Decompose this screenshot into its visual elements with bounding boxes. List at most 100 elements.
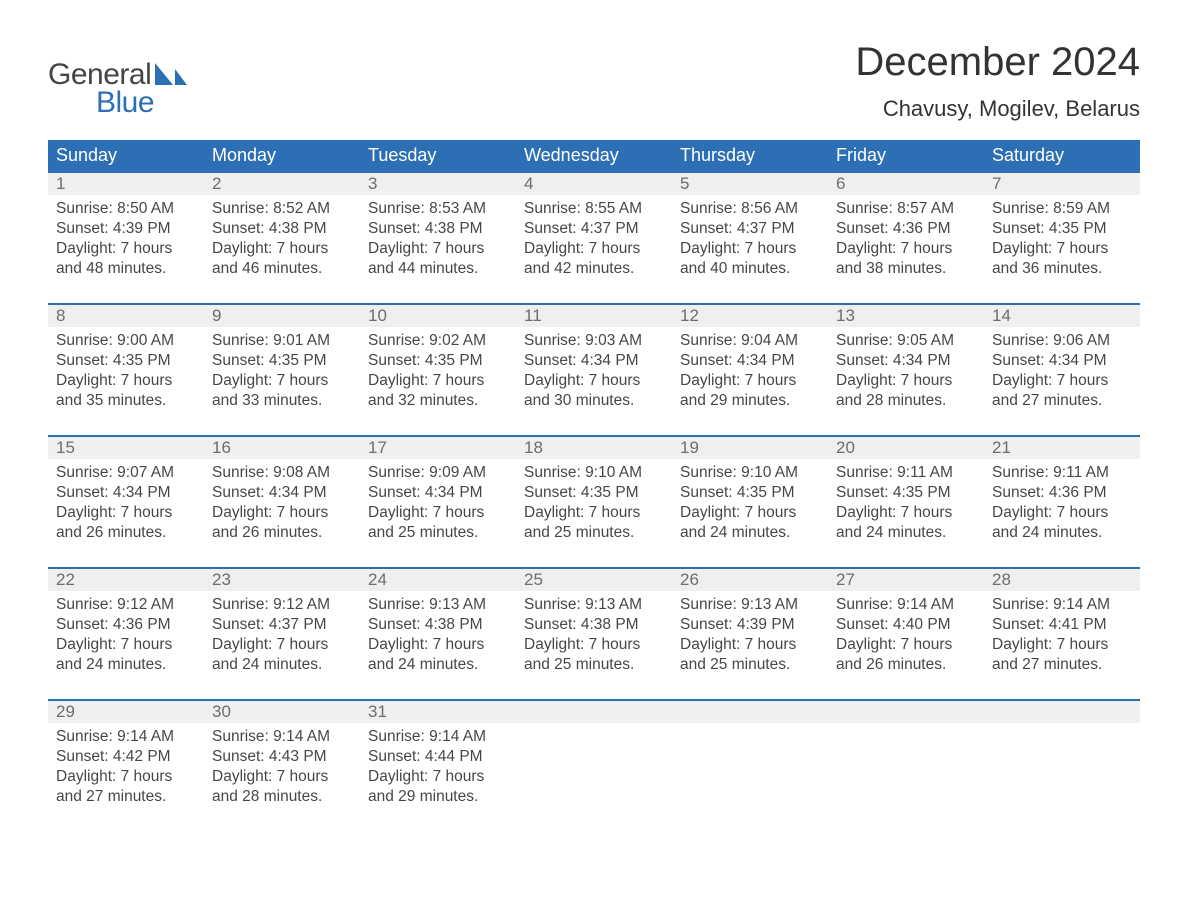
day-cell: 31Sunrise: 9:14 AMSunset: 4:44 PMDayligh… bbox=[360, 701, 516, 817]
daylight-text-2: and 48 minutes. bbox=[56, 259, 198, 279]
day-cell: 18Sunrise: 9:10 AMSunset: 4:35 PMDayligh… bbox=[516, 437, 672, 553]
day-cell: 24Sunrise: 9:13 AMSunset: 4:38 PMDayligh… bbox=[360, 569, 516, 685]
day-body: Sunrise: 9:08 AMSunset: 4:34 PMDaylight:… bbox=[204, 459, 360, 546]
sunset-text: Sunset: 4:34 PM bbox=[368, 483, 510, 503]
daylight-text-2: and 35 minutes. bbox=[56, 391, 198, 411]
daylight-text-2: and 46 minutes. bbox=[212, 259, 354, 279]
day-number: 10 bbox=[360, 305, 516, 327]
daylight-text-1: Daylight: 7 hours bbox=[56, 371, 198, 391]
day-body: Sunrise: 9:07 AMSunset: 4:34 PMDaylight:… bbox=[48, 459, 204, 546]
sunset-text: Sunset: 4:44 PM bbox=[368, 747, 510, 767]
daylight-text-2: and 24 minutes. bbox=[680, 523, 822, 543]
dow-cell: Saturday bbox=[984, 140, 1140, 171]
day-number: 26 bbox=[672, 569, 828, 591]
sunset-text: Sunset: 4:37 PM bbox=[212, 615, 354, 635]
logo-blue-text: Blue bbox=[96, 86, 187, 120]
day-body: Sunrise: 9:02 AMSunset: 4:35 PMDaylight:… bbox=[360, 327, 516, 414]
daylight-text-1: Daylight: 7 hours bbox=[992, 371, 1134, 391]
daylight-text-2: and 27 minutes. bbox=[56, 787, 198, 807]
day-body: Sunrise: 9:00 AMSunset: 4:35 PMDaylight:… bbox=[48, 327, 204, 414]
daylight-text-2: and 33 minutes. bbox=[212, 391, 354, 411]
day-cell: 14Sunrise: 9:06 AMSunset: 4:34 PMDayligh… bbox=[984, 305, 1140, 421]
day-body: Sunrise: 9:14 AMSunset: 4:43 PMDaylight:… bbox=[204, 723, 360, 810]
day-number: 19 bbox=[672, 437, 828, 459]
sunset-text: Sunset: 4:34 PM bbox=[680, 351, 822, 371]
sunset-text: Sunset: 4:39 PM bbox=[680, 615, 822, 635]
daylight-text-2: and 44 minutes. bbox=[368, 259, 510, 279]
day-cell: 20Sunrise: 9:11 AMSunset: 4:35 PMDayligh… bbox=[828, 437, 984, 553]
day-cell: 19Sunrise: 9:10 AMSunset: 4:35 PMDayligh… bbox=[672, 437, 828, 553]
sunrise-text: Sunrise: 9:13 AM bbox=[680, 595, 822, 615]
day-number: 3 bbox=[360, 173, 516, 195]
sunset-text: Sunset: 4:34 PM bbox=[524, 351, 666, 371]
day-number: 13 bbox=[828, 305, 984, 327]
daylight-text-1: Daylight: 7 hours bbox=[524, 371, 666, 391]
day-cell: 26Sunrise: 9:13 AMSunset: 4:39 PMDayligh… bbox=[672, 569, 828, 685]
day-body: Sunrise: 8:57 AMSunset: 4:36 PMDaylight:… bbox=[828, 195, 984, 282]
dow-cell: Wednesday bbox=[516, 140, 672, 171]
daylight-text-1: Daylight: 7 hours bbox=[680, 503, 822, 523]
day-number: 29 bbox=[48, 701, 204, 723]
day-body: Sunrise: 9:14 AMSunset: 4:41 PMDaylight:… bbox=[984, 591, 1140, 678]
day-body: Sunrise: 9:14 AMSunset: 4:42 PMDaylight:… bbox=[48, 723, 204, 810]
dow-cell: Thursday bbox=[672, 140, 828, 171]
day-number: 14 bbox=[984, 305, 1140, 327]
day-number: 22 bbox=[48, 569, 204, 591]
daylight-text-1: Daylight: 7 hours bbox=[212, 239, 354, 259]
daylight-text-2: and 25 minutes. bbox=[680, 655, 822, 675]
day-cell bbox=[984, 701, 1140, 817]
sunset-text: Sunset: 4:35 PM bbox=[524, 483, 666, 503]
daylight-text-1: Daylight: 7 hours bbox=[368, 371, 510, 391]
day-cell: 1Sunrise: 8:50 AMSunset: 4:39 PMDaylight… bbox=[48, 173, 204, 289]
daylight-text-2: and 28 minutes. bbox=[212, 787, 354, 807]
daylight-text-2: and 25 minutes. bbox=[524, 523, 666, 543]
day-cell: 4Sunrise: 8:55 AMSunset: 4:37 PMDaylight… bbox=[516, 173, 672, 289]
day-cell: 13Sunrise: 9:05 AMSunset: 4:34 PMDayligh… bbox=[828, 305, 984, 421]
daylight-text-2: and 26 minutes. bbox=[212, 523, 354, 543]
day-cell: 11Sunrise: 9:03 AMSunset: 4:34 PMDayligh… bbox=[516, 305, 672, 421]
day-number: 21 bbox=[984, 437, 1140, 459]
calendar: SundayMondayTuesdayWednesdayThursdayFrid… bbox=[48, 140, 1140, 817]
sunrise-text: Sunrise: 9:06 AM bbox=[992, 331, 1134, 351]
header: General Blue December 2024 Chavusy, Mogi… bbox=[48, 40, 1140, 122]
sunset-text: Sunset: 4:38 PM bbox=[368, 615, 510, 635]
week-row: 1Sunrise: 8:50 AMSunset: 4:39 PMDaylight… bbox=[48, 171, 1140, 289]
sunrise-text: Sunrise: 9:09 AM bbox=[368, 463, 510, 483]
location-text: Chavusy, Mogilev, Belarus bbox=[855, 96, 1140, 122]
day-cell: 23Sunrise: 9:12 AMSunset: 4:37 PMDayligh… bbox=[204, 569, 360, 685]
day-number: 7 bbox=[984, 173, 1140, 195]
day-number: 4 bbox=[516, 173, 672, 195]
daylight-text-1: Daylight: 7 hours bbox=[524, 503, 666, 523]
day-number: 18 bbox=[516, 437, 672, 459]
sunrise-text: Sunrise: 9:00 AM bbox=[56, 331, 198, 351]
day-cell: 8Sunrise: 9:00 AMSunset: 4:35 PMDaylight… bbox=[48, 305, 204, 421]
day-body: Sunrise: 9:14 AMSunset: 4:40 PMDaylight:… bbox=[828, 591, 984, 678]
day-cell: 12Sunrise: 9:04 AMSunset: 4:34 PMDayligh… bbox=[672, 305, 828, 421]
day-body: Sunrise: 9:04 AMSunset: 4:34 PMDaylight:… bbox=[672, 327, 828, 414]
daylight-text-1: Daylight: 7 hours bbox=[56, 767, 198, 787]
daylight-text-2: and 42 minutes. bbox=[524, 259, 666, 279]
day-body: Sunrise: 8:59 AMSunset: 4:35 PMDaylight:… bbox=[984, 195, 1140, 282]
sunset-text: Sunset: 4:35 PM bbox=[680, 483, 822, 503]
daylight-text-2: and 24 minutes. bbox=[836, 523, 978, 543]
day-number: 23 bbox=[204, 569, 360, 591]
week-row: 8Sunrise: 9:00 AMSunset: 4:35 PMDaylight… bbox=[48, 303, 1140, 421]
daylight-text-1: Daylight: 7 hours bbox=[992, 635, 1134, 655]
day-number: 27 bbox=[828, 569, 984, 591]
sunrise-text: Sunrise: 8:55 AM bbox=[524, 199, 666, 219]
day-number bbox=[828, 701, 984, 723]
sunrise-text: Sunrise: 8:52 AM bbox=[212, 199, 354, 219]
day-body: Sunrise: 9:11 AMSunset: 4:36 PMDaylight:… bbox=[984, 459, 1140, 546]
sunrise-text: Sunrise: 9:03 AM bbox=[524, 331, 666, 351]
daylight-text-2: and 24 minutes. bbox=[56, 655, 198, 675]
dow-cell: Sunday bbox=[48, 140, 204, 171]
daylight-text-1: Daylight: 7 hours bbox=[212, 503, 354, 523]
day-body: Sunrise: 9:12 AMSunset: 4:37 PMDaylight:… bbox=[204, 591, 360, 678]
sunrise-text: Sunrise: 9:02 AM bbox=[368, 331, 510, 351]
sunrise-text: Sunrise: 9:13 AM bbox=[368, 595, 510, 615]
day-body: Sunrise: 8:52 AMSunset: 4:38 PMDaylight:… bbox=[204, 195, 360, 282]
daylight-text-1: Daylight: 7 hours bbox=[56, 239, 198, 259]
sunset-text: Sunset: 4:36 PM bbox=[992, 483, 1134, 503]
sunrise-text: Sunrise: 8:53 AM bbox=[368, 199, 510, 219]
month-title: December 2024 bbox=[855, 40, 1140, 84]
